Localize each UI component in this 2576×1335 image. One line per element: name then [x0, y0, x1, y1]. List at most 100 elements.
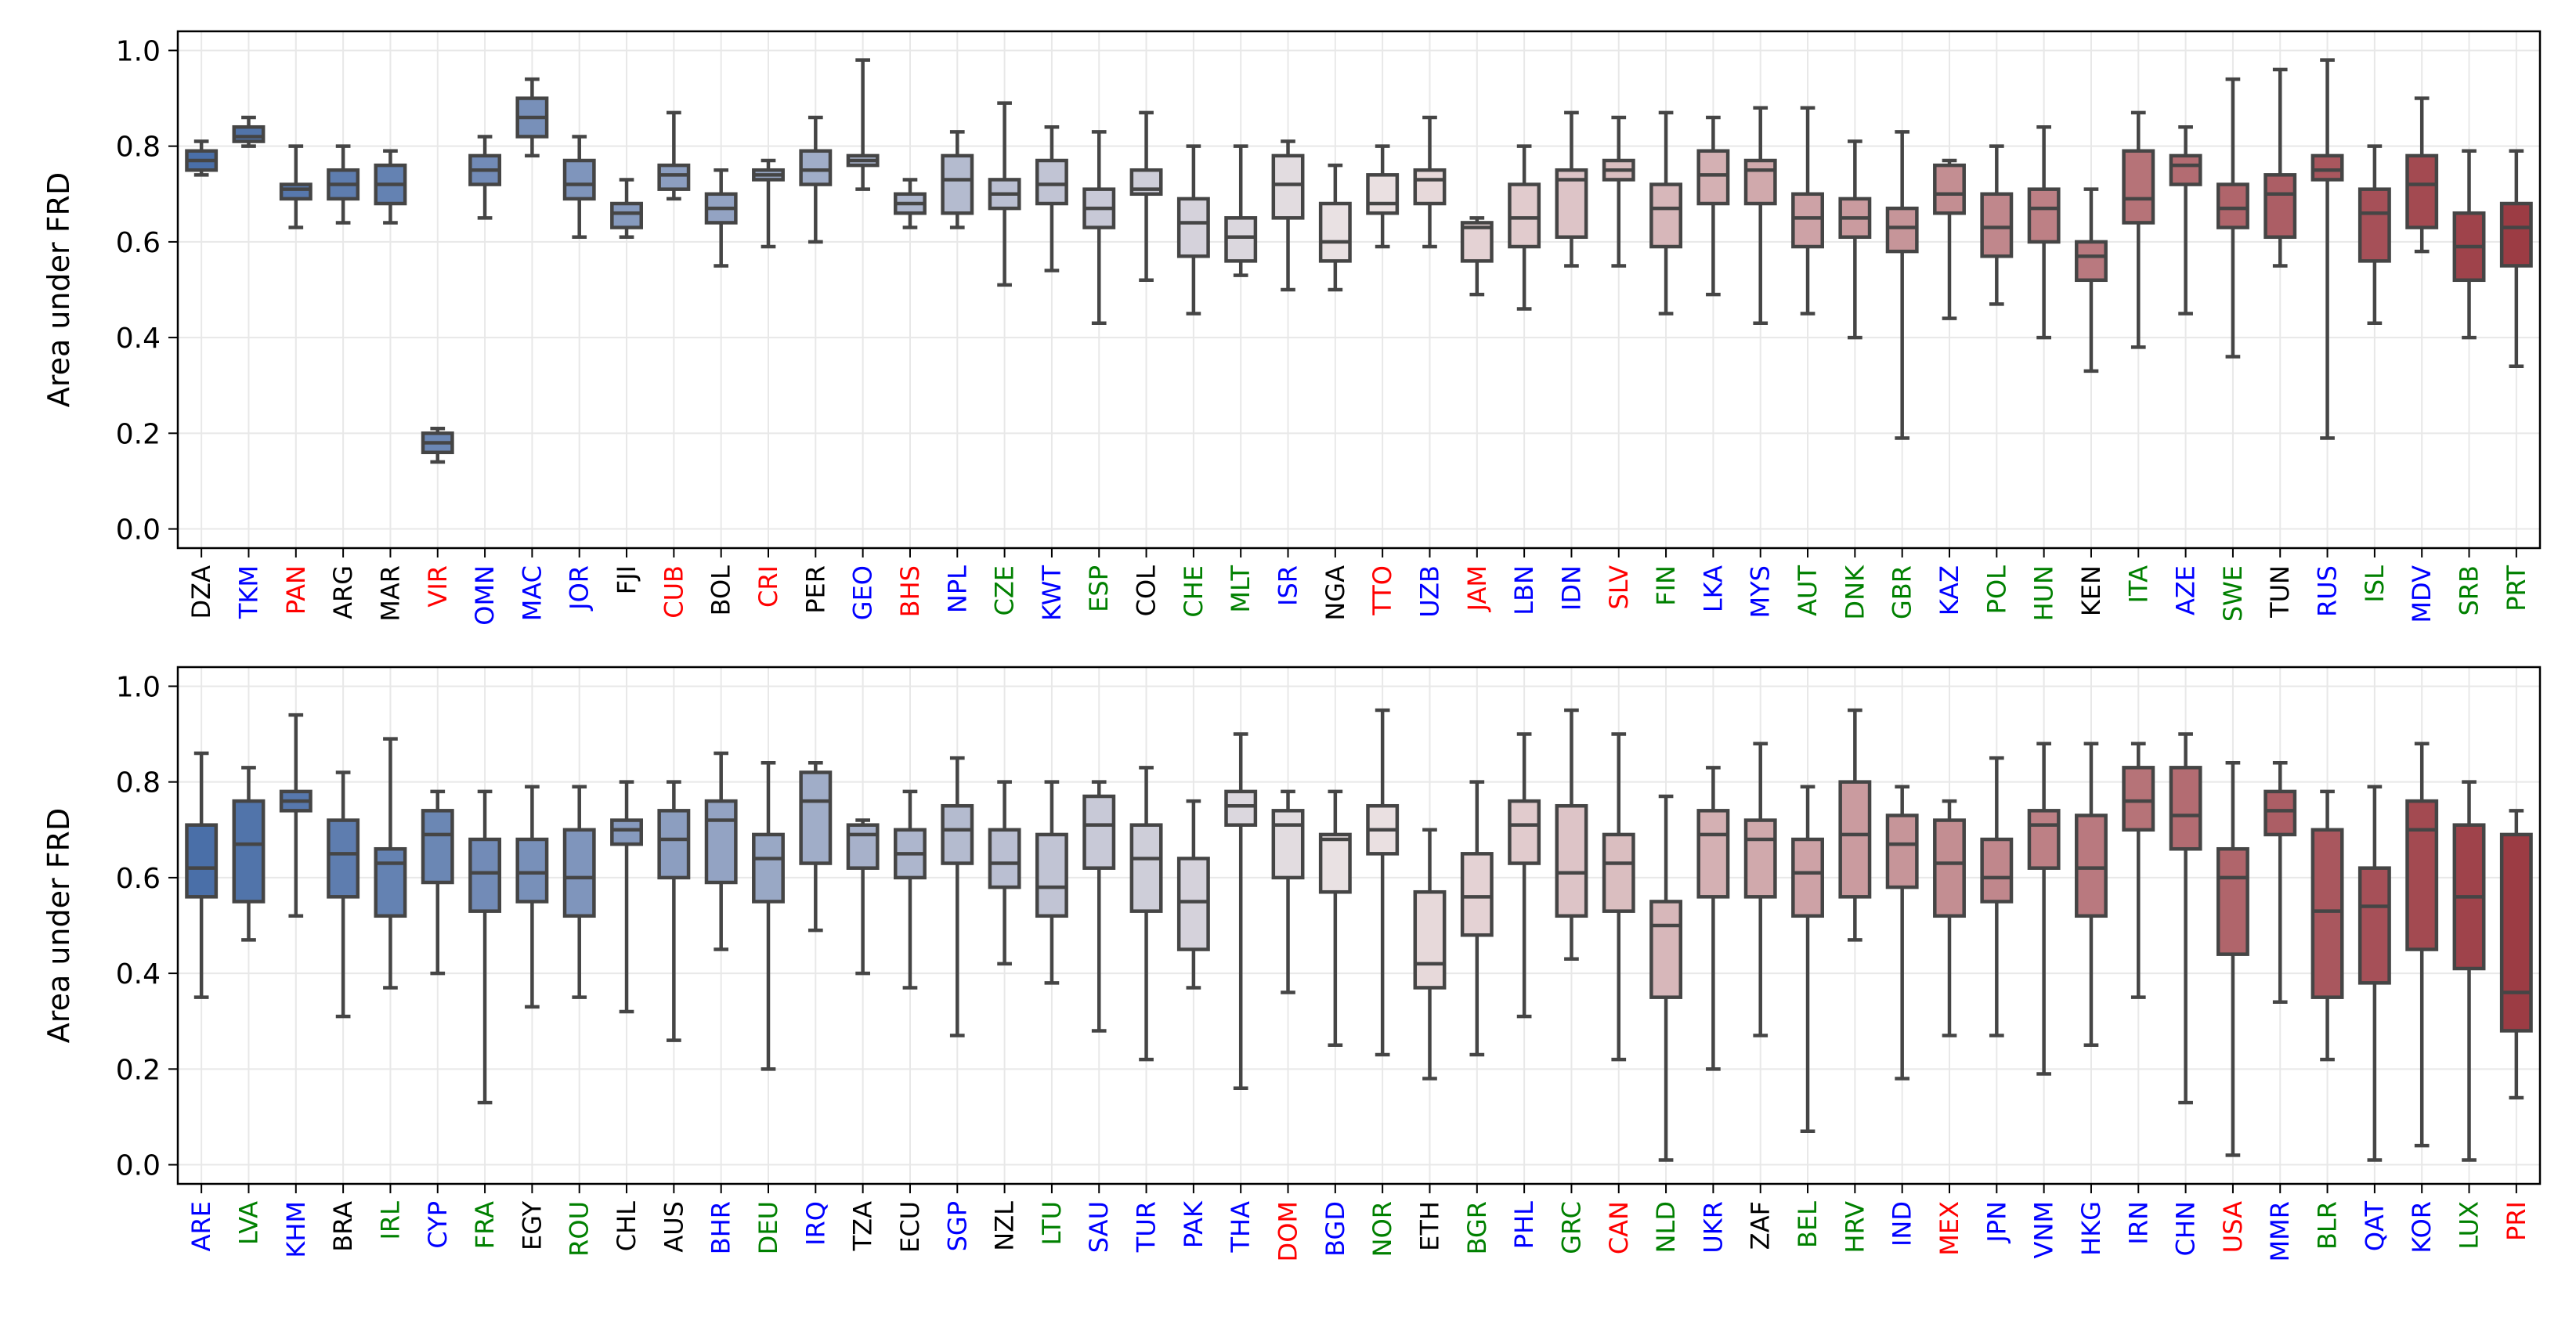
x-tick-label: FRA [470, 1201, 500, 1249]
y-tick-label: 0.2 [116, 1054, 161, 1086]
iqr-box [1838, 780, 1872, 899]
iqr-box [1508, 182, 1541, 249]
x-tick-label: FIN [1651, 565, 1681, 606]
x-tick-label: NLD [1651, 1201, 1681, 1253]
iqr-box [1602, 832, 1635, 913]
x-tick-label: SWE [2218, 565, 2248, 622]
box-GEO [846, 58, 880, 191]
y-axis-label: Area under FRD [42, 808, 76, 1043]
y-tick-label: 0.0 [116, 514, 161, 547]
iqr-box [1885, 206, 1919, 254]
box-PRT [2499, 149, 2533, 369]
iqr-box [1649, 900, 1683, 999]
x-tick-label: DEU [753, 1201, 783, 1254]
iqr-box [2122, 149, 2155, 225]
x-tick-label: JPN [1982, 1201, 2011, 1244]
x-tick-label: IND [1888, 1201, 1917, 1247]
iqr-box [2310, 153, 2344, 182]
x-tick-label: VNM [2029, 1201, 2059, 1258]
x-tick-label: MAR [375, 565, 405, 622]
box-QAT [2357, 785, 2391, 1162]
box-SRB [2452, 149, 2486, 340]
iqr-box [2405, 799, 2439, 951]
iqr-box [515, 837, 549, 904]
y-tick-label: 0.6 [116, 863, 161, 895]
x-tick-label: EGY [517, 1201, 547, 1250]
x-tick-label: LTU [1037, 1201, 1067, 1245]
y-tick-label: 0.4 [116, 958, 161, 990]
x-tick-label: AZE [2171, 565, 2201, 615]
x-tick-label: NZL [990, 1201, 1020, 1251]
x-tick-label: GBR [1888, 565, 1917, 619]
x-tick-label: HKG [2076, 1201, 2106, 1256]
iqr-box [279, 182, 313, 201]
iqr-box [2027, 187, 2061, 244]
box-UZB [1413, 115, 1447, 249]
x-tick-label: DZA [186, 565, 216, 619]
iqr-box [2263, 173, 2297, 240]
x-tick-label: KEN [2076, 565, 2106, 616]
box-ITA [2122, 110, 2155, 349]
x-tick-label: GRC [1556, 1201, 1586, 1254]
x-tick-label: ZAF [1746, 1201, 1776, 1250]
x-tick-label: BOL [706, 565, 736, 616]
y-tick-label: 0.4 [116, 323, 161, 355]
iqr-box [799, 149, 833, 186]
box-TUN [2263, 67, 2297, 268]
x-tick-label: MMR [2265, 1201, 2295, 1261]
iqr-box [2169, 766, 2202, 851]
box-ECU [894, 789, 927, 990]
y-tick-label: 1.0 [116, 35, 161, 67]
x-tick-label: BHS [895, 565, 925, 617]
box-FJI [610, 178, 643, 240]
x-tick-label: CRI [753, 565, 783, 608]
x-tick-label: BGD [1321, 1201, 1350, 1257]
axes-frame [176, 30, 2542, 550]
box-MEX [1933, 799, 1966, 1037]
x-tick-label: CZE [990, 565, 1020, 615]
box-FIN [1649, 110, 1683, 316]
iqr-box [657, 163, 691, 191]
box-CRI [752, 158, 785, 249]
x-tick-label: BHR [706, 1201, 736, 1254]
box-MDV [2405, 96, 2439, 254]
iqr-box [2405, 153, 2439, 229]
box-RUS [2310, 58, 2344, 440]
box-IRQ [799, 760, 833, 933]
box-OMN [468, 135, 502, 220]
iqr-box [2216, 182, 2249, 229]
iqr-box [2357, 187, 2391, 263]
x-tick-label: IRN [2123, 1201, 2153, 1245]
x-tick-label: JOR [565, 565, 594, 612]
box-VNM [2027, 741, 2061, 1076]
box-FRA [468, 789, 502, 1105]
box-AUT [1791, 106, 1824, 316]
x-tick-label: OMN [470, 565, 500, 626]
iqr-box [185, 823, 219, 899]
iqr-box [1318, 201, 1352, 263]
box-ARE [185, 751, 219, 999]
iqr-box [562, 158, 596, 201]
box-MLT [1224, 144, 1258, 277]
box-GBR [1885, 130, 1919, 440]
x-tick-label: NGA [1321, 565, 1350, 621]
x-tick-label: MDV [2407, 565, 2437, 623]
x-tick-label: KOR [2407, 1201, 2437, 1254]
x-tick-label: PRI [2502, 1201, 2531, 1241]
x-tick-label: ROU [565, 1201, 594, 1257]
x-tick-label: RUS [2313, 565, 2343, 617]
x-tick-label: POL [1982, 565, 2011, 614]
iqr-box [468, 837, 502, 913]
x-tick-label: BRA [328, 1201, 358, 1252]
box-CHE [1176, 144, 1210, 316]
box-TZA [846, 818, 880, 976]
box-HRV [1838, 708, 1872, 942]
iqr-box [752, 832, 785, 904]
box-LTU [1035, 780, 1068, 985]
box-PHL [1508, 732, 1541, 1019]
box-LBN [1508, 144, 1541, 311]
box-JAM [1460, 216, 1494, 297]
box-KEN [2075, 187, 2108, 373]
box-ROU [562, 785, 596, 999]
box-DZA [185, 139, 219, 177]
